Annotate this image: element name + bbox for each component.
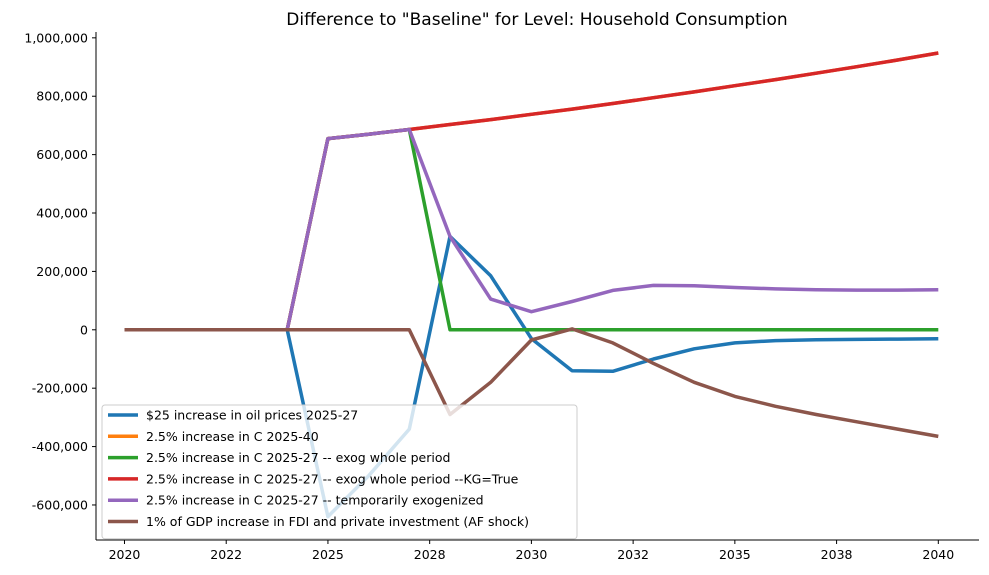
- y-tick-label: -600,000: [32, 497, 88, 512]
- x-tick-label: 2028: [414, 547, 446, 562]
- x-tick-label: 2032: [617, 547, 649, 562]
- x-tick-label: 2035: [719, 547, 751, 562]
- legend-entry: 2.5% increase in C 2025-40: [146, 429, 319, 444]
- y-tick-label: 800,000: [36, 89, 88, 104]
- y-tick-label: 200,000: [36, 264, 88, 279]
- series-line-5: [124, 127, 939, 332]
- series-layer: [124, 51, 939, 519]
- axes: 2020 2022 2025 2028 2030 2032 2035 2038 2040 -600…: [24, 30, 979, 562]
- y-tick-label: -400,000: [32, 439, 88, 454]
- x-tick-label: 2040: [922, 547, 954, 562]
- y-tick-label: 400,000: [36, 206, 88, 221]
- x-tick-label: 2020: [109, 547, 141, 562]
- legend-entry: $25 increase in oil prices 2025-27: [146, 408, 358, 423]
- legend-entry: 2.5% increase in C 2025-27 -- exog whole…: [146, 450, 450, 465]
- x-tick-label: 2038: [821, 547, 853, 562]
- series-line-6: [124, 327, 939, 439]
- legend-entry: 2.5% increase in C 2025-27 -- exog whole…: [146, 471, 519, 486]
- y-tick-label: 600,000: [36, 147, 88, 162]
- x-tick-label: 2022: [210, 547, 242, 562]
- legend-box: [101, 404, 578, 540]
- series-line-3: [124, 127, 939, 332]
- legend-entry: 1% of GDP increase in FDI and private in…: [146, 514, 529, 529]
- x-tick-label: 2025: [312, 547, 344, 562]
- x-tick-label: 2030: [515, 547, 547, 562]
- legend-entry: 2.5% increase in C 2025-27 -- temporaril…: [146, 493, 484, 508]
- y-tick-label: 0: [80, 322, 88, 337]
- chart-title: Difference to "Baseline" for Level: Hous…: [286, 10, 787, 30]
- y-tick-label: 1,000,000: [24, 30, 88, 45]
- y-tick-label: -200,000: [32, 381, 88, 396]
- legend: $25 increase in oil prices 2025-27 2.5% i…: [101, 404, 578, 540]
